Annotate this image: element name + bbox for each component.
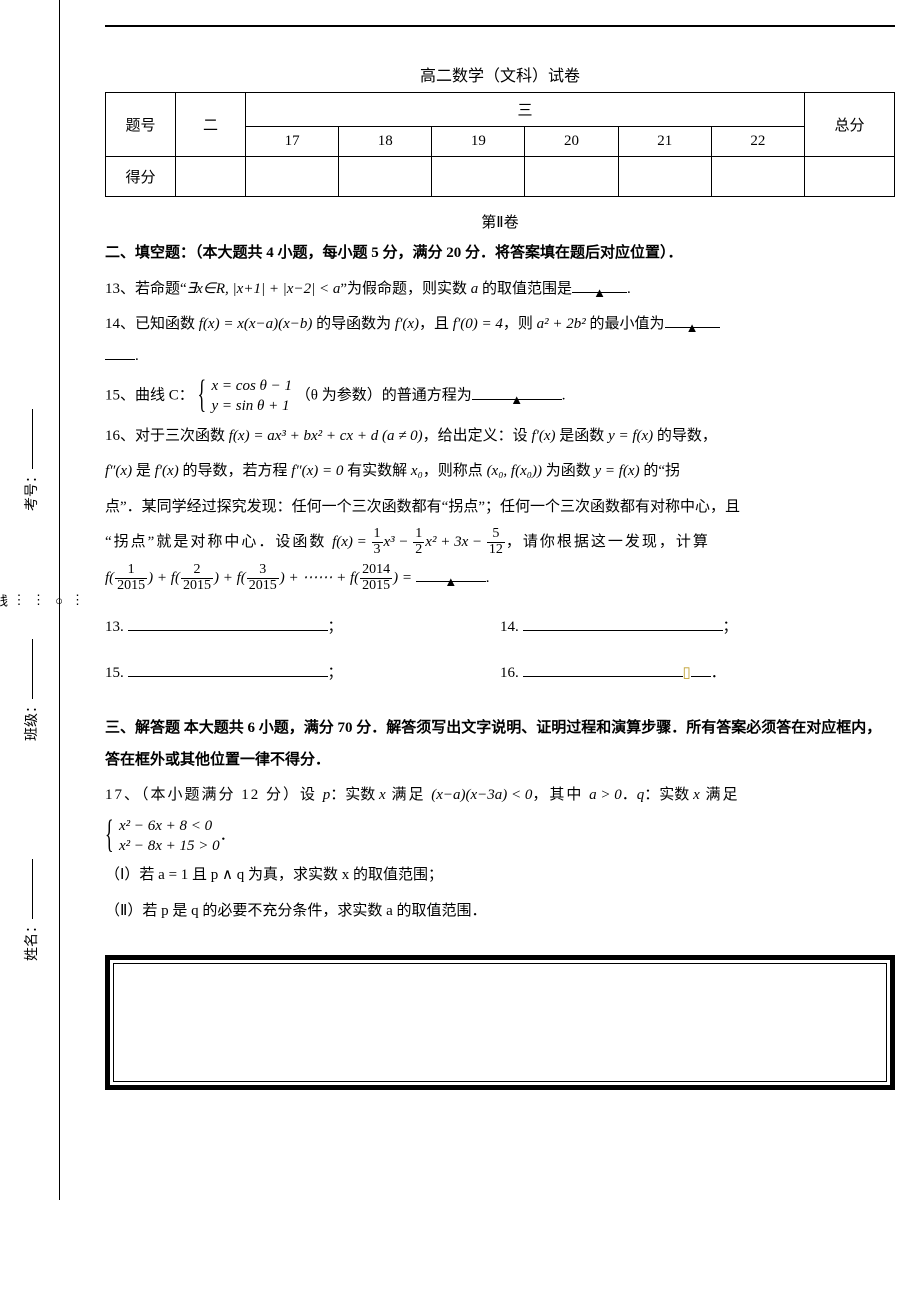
sub-21: 21: [618, 127, 711, 157]
sub-20: 20: [525, 127, 618, 157]
score-table: 题号 二 三 总分 17 18 19 20 21 22 得分: [105, 92, 895, 197]
test-title: 高二数学（文科）试卷: [105, 62, 895, 86]
answer-box: [105, 955, 895, 1090]
top-rule: [105, 25, 895, 27]
sub-19: 19: [432, 127, 525, 157]
th-col2: 二: [176, 93, 246, 157]
q16-line3: 点”．某同学经过探究发现：任何一个三次函数都有“拐点”；任何一个三次函数都有对称…: [105, 492, 895, 524]
score-cell: [432, 157, 525, 197]
part3-header: 三、解答题 本大题共 6 小题，满分 70 分．解答须写出文字说明、证明过程和演…: [105, 720, 881, 768]
th-total: 总分: [805, 93, 895, 157]
score-cell: [525, 157, 618, 197]
q16-line2: f″(x) 是 f′(x) 的导数，若方程 f″(x) = 0 有实数解 x₀，…: [105, 456, 895, 488]
body-text: 二、填空题：（本大题共 4 小题，每小题 5 分，满分 20 分．将答案填在题后…: [105, 238, 895, 1090]
score-cell: [176, 157, 246, 197]
q13: 13、若命题“∃x∈R, |x+1| + |x−2| < a”为假命题，则实数 …: [105, 274, 895, 306]
q17-sub1: （Ⅰ）若 a = 1 且 p ∧ q 为真，求实数 x 的取值范围；: [105, 860, 895, 892]
score-cell: [339, 157, 432, 197]
score-cell: [246, 157, 339, 197]
q17-sub2: （Ⅱ）若 p 是 q 的必要不充分条件，求实数 a 的取值范围．: [105, 896, 895, 928]
q15: 15、曲线 C： x = cos θ − 1 y = sin θ + 1 （θ …: [105, 376, 895, 417]
q16-sum: f(12015) + f(22015) + f(32015) + ⋯⋯ + f(…: [105, 563, 895, 595]
score-cell: [805, 157, 895, 197]
score-cell: [711, 157, 804, 197]
q14: 14、已知函数 f(x) = x(x−a)(x−b) 的导函数为 f′(x)，且…: [105, 309, 895, 372]
score-label: 得分: [106, 157, 176, 197]
answer-lines: 13. ； 14. ； 15. ； 16. ▯．: [105, 612, 895, 703]
sub-17: 17: [246, 127, 339, 157]
score-cell: [618, 157, 711, 197]
th-number: 题号: [106, 93, 176, 157]
sub-22: 22: [711, 127, 804, 157]
fold-column: ⋮ ○ ⋮ ⋮ 线 ⋮ ⋮ ○ ⋮ ⋮ 订 ⋮ ⋮ ○ ⋮ ⋮ ⋮ 装 ⋮ ⋮ …: [68, 0, 88, 1200]
q17: 17、（本小题满分 12 分）设 p：实数 x 满足 (x−a)(x−3a) <…: [105, 780, 895, 812]
sub-18: 18: [339, 127, 432, 157]
part2-label: 第Ⅱ卷: [105, 211, 895, 232]
main-content: 高二数学（文科）试卷 题号 二 三 总分 17 18 19 20 21 22 得…: [105, 25, 895, 1090]
q17-system: x² − 6x + 8 < 0 x² − 8x + 15 > 0 ．: [105, 816, 895, 857]
q16-line1: 16、对于三次函数 f(x) = ax³ + bx² + cx + d (a ≠…: [105, 421, 895, 453]
left-margin-rail: 姓名： 班级： 考号： ⋮ ○ ⋮ ⋮ 线 ⋮ ⋮ ○ ⋮ ⋮ 订 ⋮ ⋮ ○ …: [0, 0, 95, 1200]
th-group3: 三: [246, 93, 805, 127]
q16-line4: “拐点”就是对称中心．设函数 f(x) = 13x³ − 12x² + 3x −…: [105, 527, 895, 559]
fill-header: 二、填空题：（本大题共 4 小题，每小题 5 分，满分 20 分．将答案填在题后…: [105, 245, 683, 261]
